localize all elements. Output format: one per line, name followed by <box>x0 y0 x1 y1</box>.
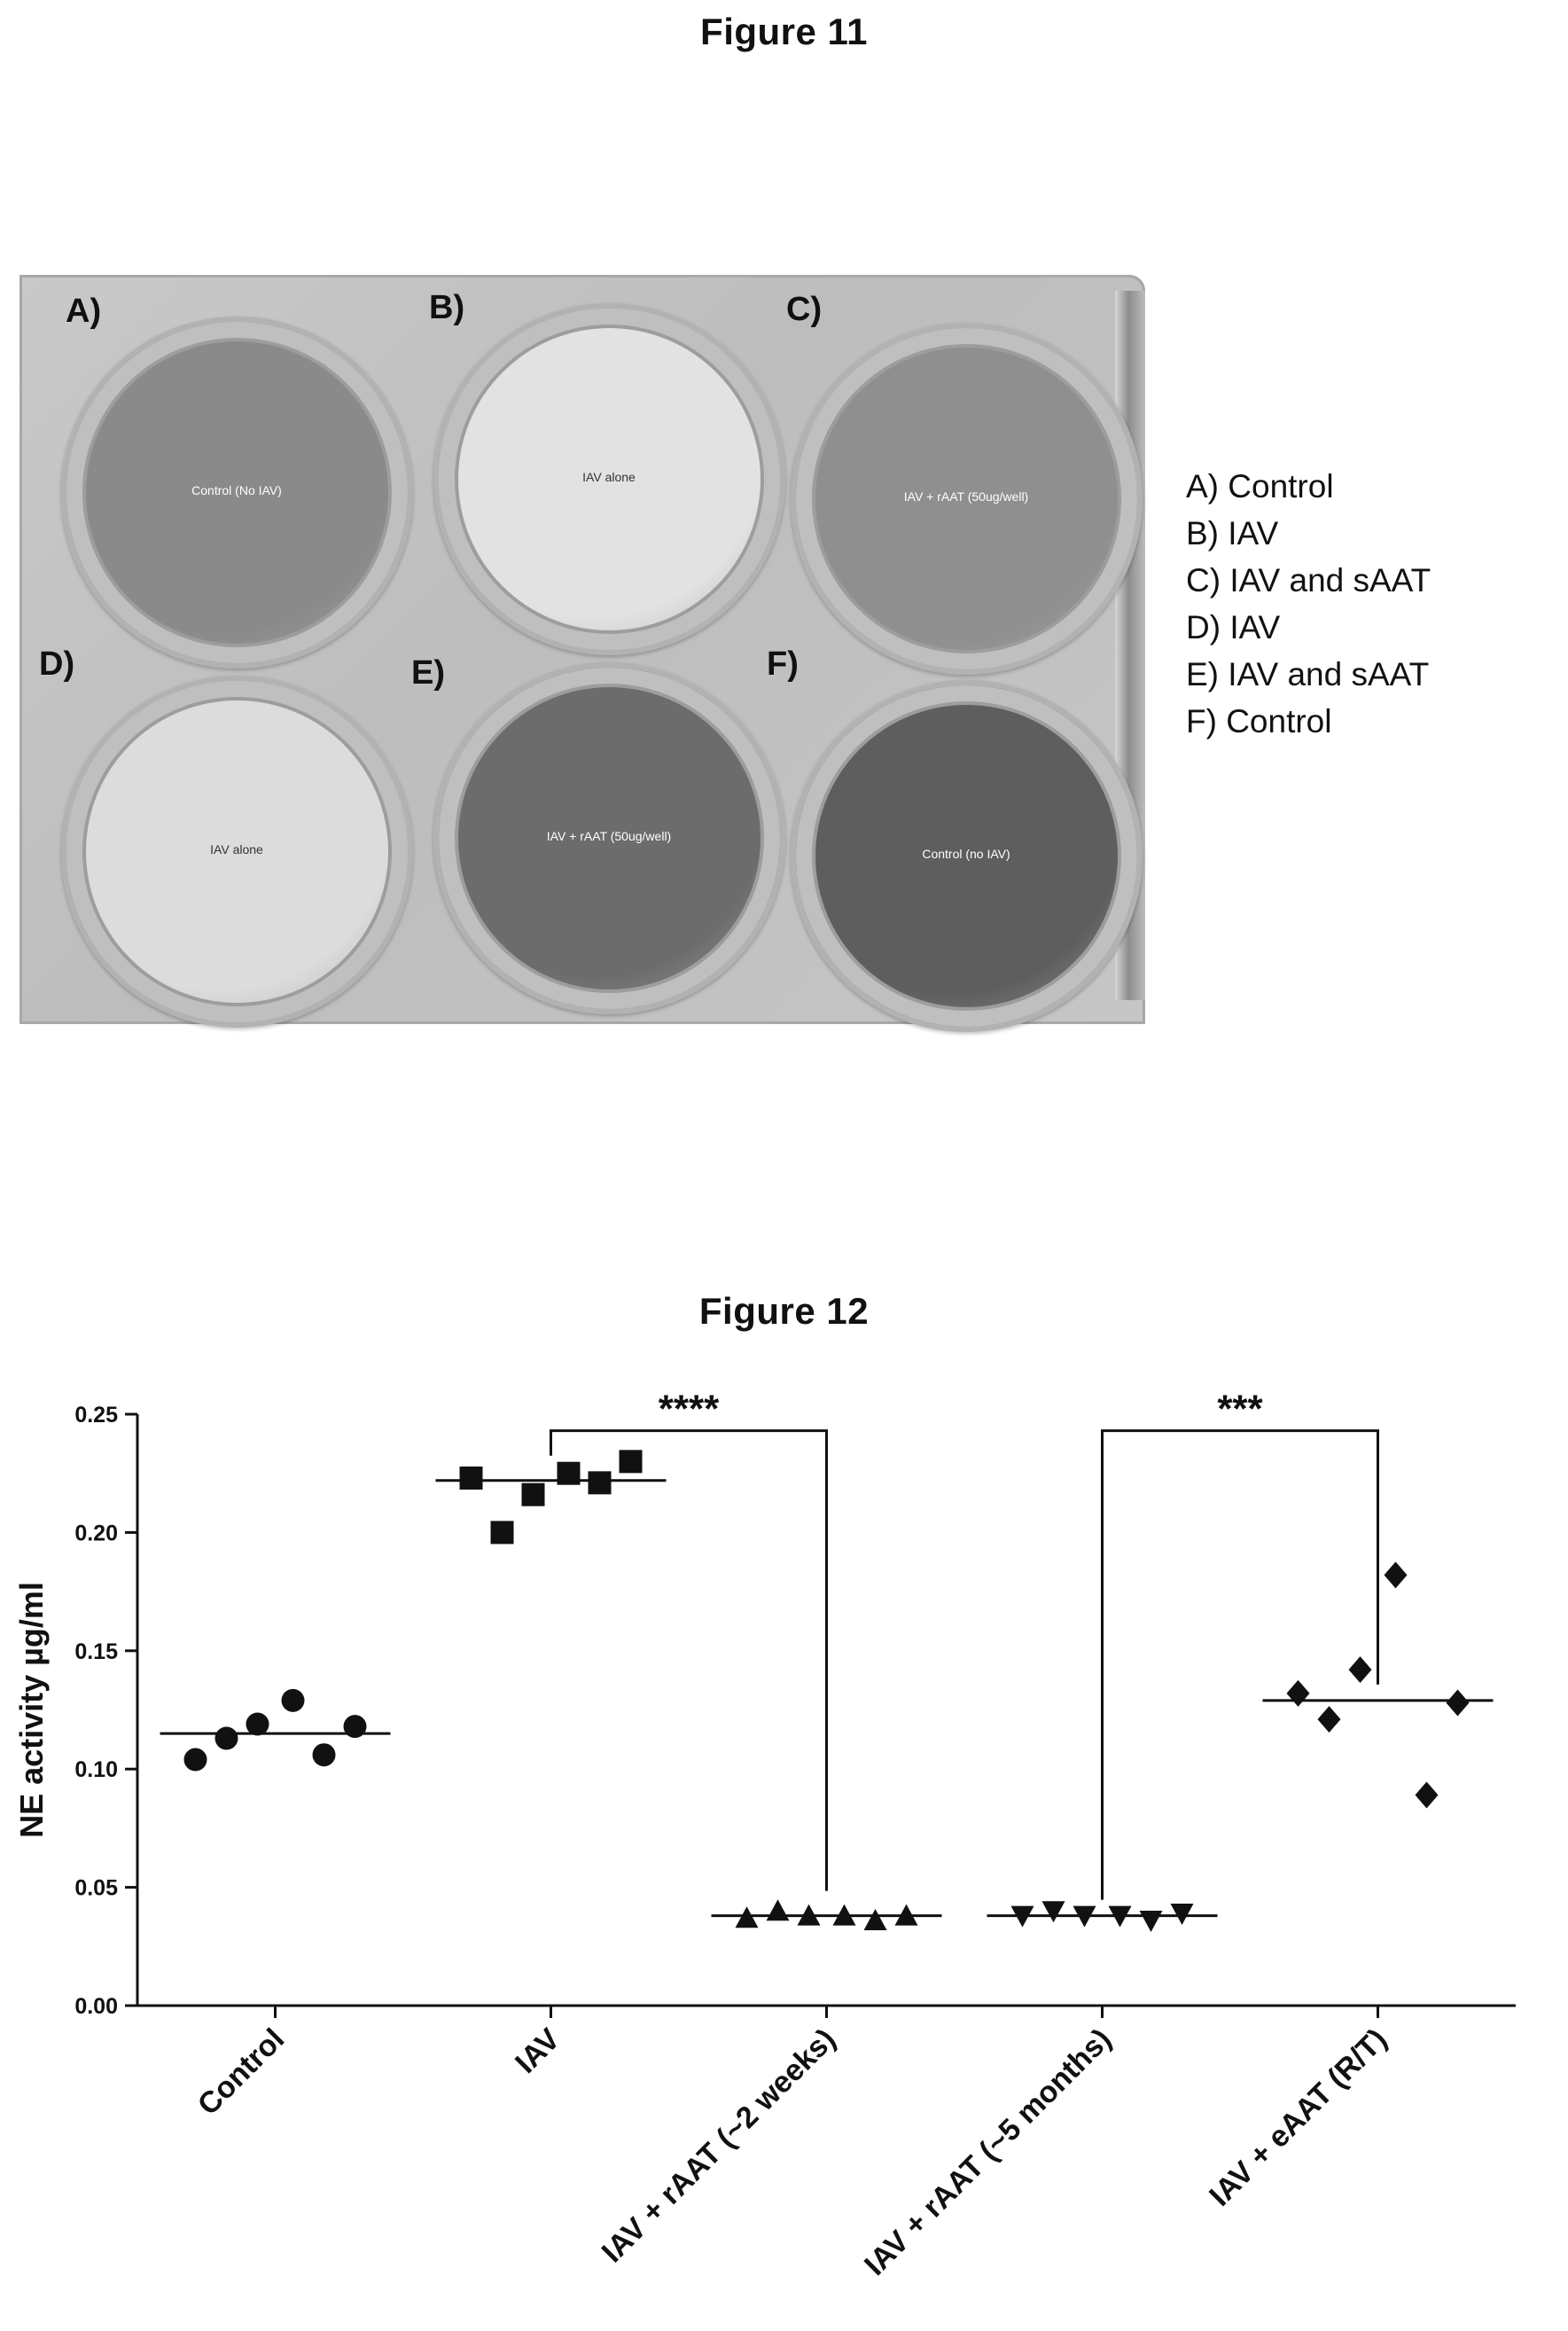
well-c <box>791 323 1143 675</box>
well-plate-photo: A) Control (No IAV) B) IAV alone C) IAV + rAA… <box>20 275 1145 1032</box>
well-d <box>61 676 413 1028</box>
y-tick-label: 0.10 <box>74 1757 118 1782</box>
y-tick-label: 0.25 <box>74 1403 118 1428</box>
data-point <box>1041 1901 1065 1923</box>
y-axis-label: NE activity µg/ml <box>13 1582 50 1838</box>
data-point <box>215 1726 238 1750</box>
well-label-e: E) <box>411 654 445 692</box>
data-point <box>1384 1561 1408 1589</box>
well-label-d: D) <box>39 645 75 683</box>
data-point <box>1286 1679 1310 1707</box>
significance-bracket <box>1101 1429 1379 1900</box>
ne-activity-scatter-chart: 0.00 0.05 0.10 0.15 0.20 0.25 NE activity µg/m… <box>13 1388 1516 2282</box>
well-note-f: Control (no IAV) <box>922 847 1010 861</box>
data-point <box>1170 1903 1194 1925</box>
well-note-c: IAV + rAAT (50ug/well) <box>903 489 1029 504</box>
well-note-a: Control (No IAV) <box>191 483 282 497</box>
data-point <box>1317 1706 1341 1733</box>
data-point <box>312 1743 336 1767</box>
well-b <box>433 303 785 655</box>
well-label-a: A) <box>66 293 102 330</box>
data-point <box>490 1521 514 1545</box>
well-a <box>61 317 413 669</box>
category-label: IAV + rAAT (~5 months) <box>858 2022 1118 2282</box>
figure-11-title: Figure 11 <box>700 11 868 52</box>
data-point <box>766 1899 790 1921</box>
data-point <box>588 1471 612 1495</box>
data-point <box>459 1467 483 1490</box>
y-tick-label: 0.05 <box>74 1876 118 1901</box>
category-label: IAV <box>509 2022 566 2080</box>
data-point <box>521 1482 545 1506</box>
figure-11-legend: A) Control B) IAV C) IAV and sAAT D) IAV… <box>1186 463 1541 745</box>
data-point <box>246 1712 269 1736</box>
well-label-c: C) <box>786 291 823 328</box>
y-tick-label: 0.20 <box>74 1521 118 1545</box>
legend-item-f: F) Control <box>1186 703 1332 739</box>
category-label: Control <box>191 2022 291 2122</box>
data-point <box>1415 1781 1439 1809</box>
well-f <box>791 680 1143 1032</box>
data-point <box>281 1688 305 1712</box>
well-label-f: F) <box>767 645 799 683</box>
data-point <box>619 1450 643 1474</box>
category-label: IAV + eAAT (R/T) <box>1203 2022 1393 2213</box>
data-point <box>735 1906 759 1928</box>
data-point <box>343 1715 367 1739</box>
legend-item-d: D) IAV <box>1186 609 1281 645</box>
legend-item-b: B) IAV <box>1186 515 1279 551</box>
data-point <box>1348 1656 1372 1684</box>
legend-item-c: C) IAV and sAAT <box>1186 562 1431 598</box>
well-note-d: IAV alone <box>210 842 263 857</box>
well-note-b: IAV alone <box>582 470 636 484</box>
well-e <box>433 662 785 1014</box>
data-point <box>183 1748 207 1772</box>
well-note-e: IAV + rAAT (50ug/well) <box>546 829 672 843</box>
data-point <box>1446 1689 1470 1717</box>
figure-12-title: Figure 12 <box>698 1290 870 1332</box>
data-point <box>863 1908 887 1930</box>
well-label-b: B) <box>429 289 465 326</box>
legend-item-e: E) IAV and sAAT <box>1186 656 1430 692</box>
data-point <box>1139 1910 1163 1932</box>
y-tick-label: 0.00 <box>74 1994 118 2019</box>
category-label: IAV + rAAT (~2 weeks) <box>596 2022 843 2270</box>
legend-item-a: A) Control <box>1186 468 1334 505</box>
significance-label: **** <box>659 1388 720 1431</box>
significance-label: *** <box>1217 1388 1263 1431</box>
significance-bracket <box>550 1429 828 1891</box>
y-tick-label: 0.15 <box>74 1639 118 1664</box>
